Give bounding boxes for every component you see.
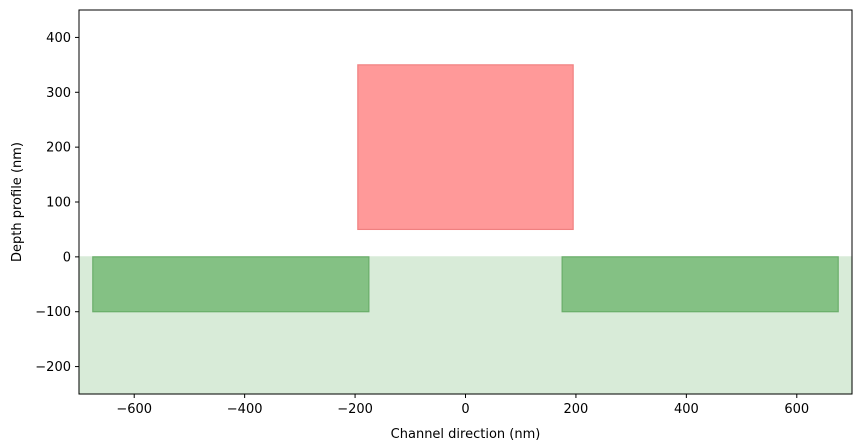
- y-axis-label: Depth profile (nm): [10, 142, 25, 262]
- y-tick-label: 300: [46, 86, 71, 101]
- x-tick-label: −600: [116, 402, 152, 417]
- chart-regions: [78, 64, 853, 395]
- y-tick-label: 0: [63, 250, 71, 265]
- x-tick-label: 200: [564, 402, 589, 417]
- region-source: [92, 256, 370, 313]
- y-tick-label: 200: [46, 141, 71, 156]
- y-axis-ticks: −200 −100 0 100 200 300 400: [35, 31, 79, 375]
- x-tick-label: 400: [674, 402, 699, 417]
- region-drain: [561, 256, 839, 313]
- x-tick-label: −200: [337, 402, 373, 417]
- x-tick-label: 0: [461, 402, 469, 417]
- x-tick-label: 600: [784, 402, 809, 417]
- x-axis-ticks: −600 −400 −200 0 200 400 600: [116, 394, 809, 417]
- x-axis-label: Channel direction (nm): [391, 427, 541, 442]
- y-tick-label: 100: [46, 196, 71, 211]
- region-gate: [357, 64, 574, 231]
- x-tick-label: −400: [227, 402, 263, 417]
- y-tick-label: 400: [46, 31, 71, 46]
- y-tick-label: −200: [35, 360, 71, 375]
- y-tick-label: −100: [35, 305, 71, 320]
